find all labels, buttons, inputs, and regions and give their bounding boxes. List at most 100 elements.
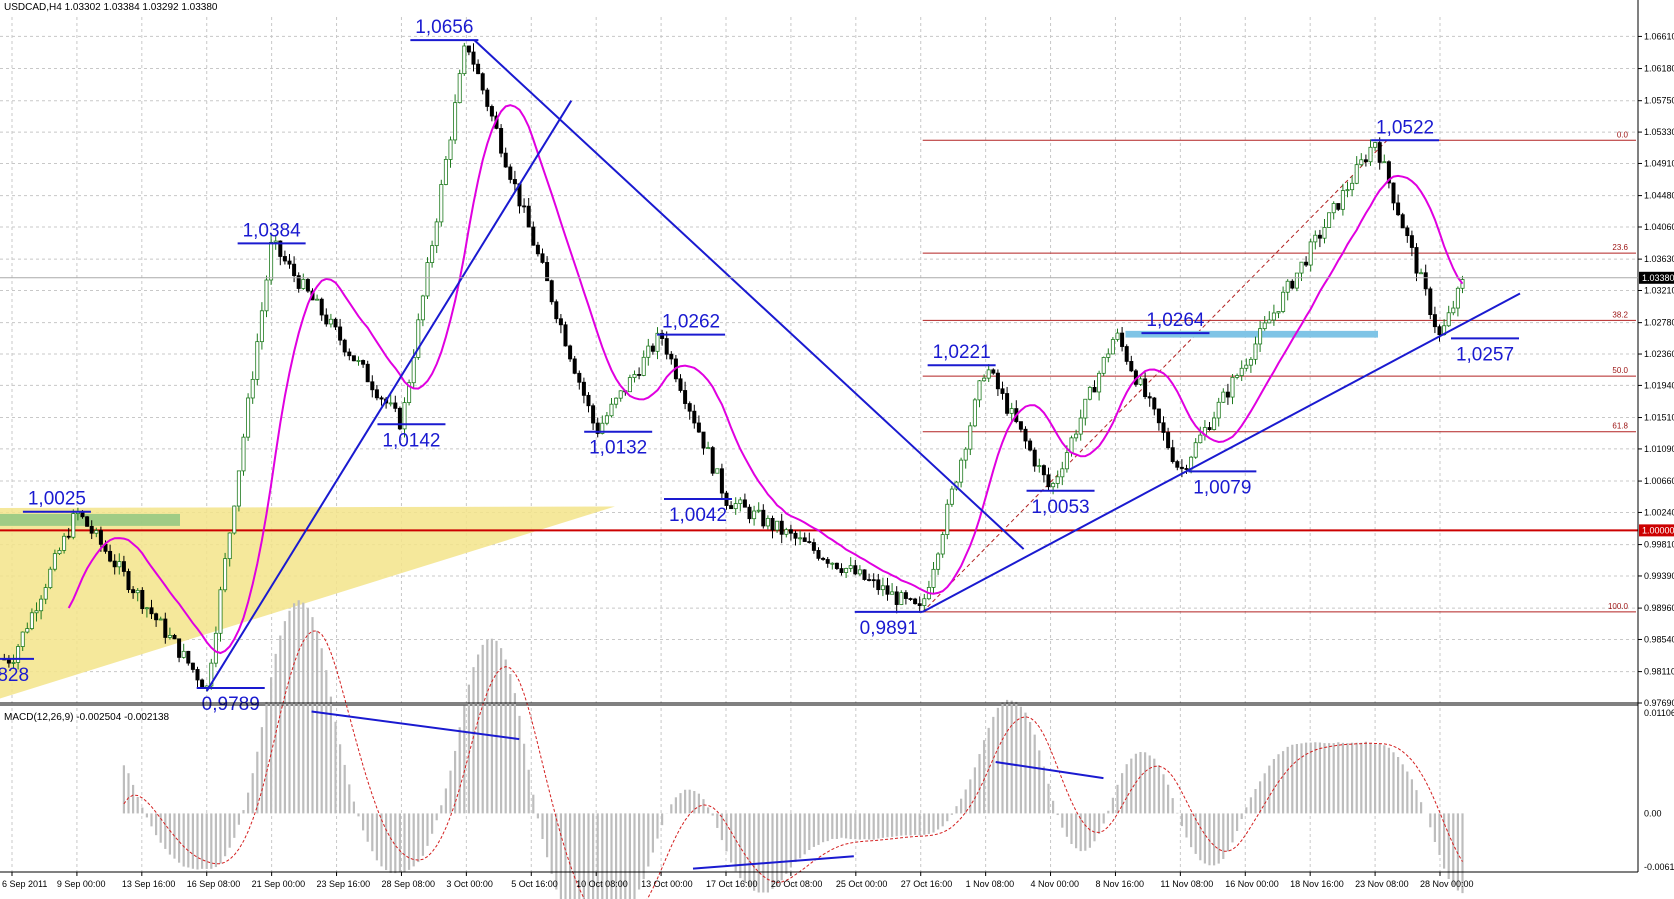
candle-body bbox=[719, 468, 724, 494]
candle-body bbox=[190, 662, 195, 670]
candle-body bbox=[301, 279, 306, 289]
price-tick-label: 1.04480 bbox=[1644, 191, 1674, 201]
candle-body bbox=[572, 358, 577, 374]
candle-body bbox=[1097, 372, 1102, 393]
candle-body bbox=[867, 579, 872, 581]
candle-body bbox=[347, 351, 352, 357]
time-tick-label: 16 Nov 00:00 bbox=[1225, 879, 1279, 889]
candle-body bbox=[379, 397, 384, 400]
candle-body bbox=[982, 377, 987, 382]
candle-body bbox=[1313, 234, 1318, 243]
candle-body bbox=[39, 598, 44, 612]
candle-body bbox=[1101, 357, 1106, 374]
candle-body bbox=[788, 529, 793, 534]
candle-body bbox=[241, 436, 246, 472]
candle-body bbox=[1244, 364, 1249, 369]
price-tick-label: 0.99810 bbox=[1644, 540, 1674, 550]
candle-body bbox=[991, 369, 996, 374]
annotation-label: 1,0262 bbox=[662, 312, 720, 333]
candle-body bbox=[407, 382, 412, 403]
candle-body bbox=[94, 530, 99, 534]
candle-body bbox=[857, 569, 862, 575]
candle-body bbox=[43, 587, 48, 600]
candle-body bbox=[756, 509, 761, 512]
annotation-label: 1,0656 bbox=[415, 17, 473, 38]
time-tick-label: 4 Nov 00:00 bbox=[1031, 879, 1080, 889]
candle-body bbox=[917, 603, 922, 606]
candle-body bbox=[1078, 417, 1083, 435]
candle-body bbox=[821, 557, 826, 560]
price-candles bbox=[2, 42, 1465, 692]
candle-body bbox=[1428, 288, 1433, 315]
price-tick-label: 1.02360 bbox=[1644, 349, 1674, 359]
candle-body bbox=[232, 505, 237, 534]
candle-body bbox=[1032, 449, 1037, 467]
candle-body bbox=[416, 319, 421, 358]
candle-body bbox=[1184, 468, 1189, 470]
candle-body bbox=[1212, 417, 1217, 430]
candle-body bbox=[365, 363, 370, 383]
candle-body bbox=[577, 372, 582, 383]
candle-body bbox=[1359, 159, 1364, 166]
moving-average bbox=[67, 104, 1464, 655]
candle-body bbox=[1060, 468, 1065, 478]
candle-body bbox=[908, 598, 913, 600]
candle-body bbox=[581, 381, 586, 396]
candle-body bbox=[1051, 483, 1056, 488]
candle-body bbox=[1115, 332, 1120, 340]
candle-body bbox=[660, 332, 665, 339]
candle-body bbox=[135, 589, 140, 594]
candle-body bbox=[1276, 311, 1281, 314]
candle-body bbox=[779, 520, 784, 535]
candle-body bbox=[34, 610, 39, 614]
candle-body bbox=[121, 561, 126, 572]
candle-body bbox=[144, 607, 149, 610]
candle-body bbox=[641, 356, 646, 376]
candle-body bbox=[752, 510, 757, 520]
candle-body bbox=[554, 301, 559, 320]
candle-body bbox=[1350, 182, 1355, 191]
candle-body bbox=[1294, 272, 1299, 289]
price-tick-label: 1.00240 bbox=[1644, 507, 1674, 517]
candle-body bbox=[411, 357, 416, 384]
time-tick-label: 1 Nov 08:00 bbox=[966, 879, 1015, 889]
candle-body bbox=[526, 205, 531, 228]
candle-body bbox=[1331, 203, 1336, 214]
candle-body bbox=[443, 159, 448, 185]
candle-body bbox=[1225, 391, 1230, 398]
time-tick-label: 9 Sep 00:00 bbox=[57, 879, 106, 889]
candle-body bbox=[1377, 142, 1382, 163]
candle-body bbox=[1414, 247, 1419, 274]
candle-body bbox=[784, 529, 789, 535]
candle-body bbox=[62, 535, 67, 551]
price-tick-label: 1.06610 bbox=[1644, 31, 1674, 41]
candle-body bbox=[448, 139, 453, 160]
candle-body bbox=[25, 628, 30, 633]
fib-label: 38.2 bbox=[1612, 310, 1628, 319]
candle-body bbox=[848, 565, 853, 569]
candle-body bbox=[89, 525, 94, 534]
annotation-label: 1,0142 bbox=[382, 430, 440, 451]
macd-divergence-line bbox=[692, 855, 854, 870]
candle-body bbox=[1304, 261, 1309, 266]
candle-body bbox=[1308, 241, 1313, 266]
candle-body bbox=[1386, 161, 1391, 184]
candle-body bbox=[1083, 398, 1088, 419]
candle-body bbox=[1396, 202, 1401, 216]
macd-panel bbox=[0, 600, 1638, 899]
candle-body bbox=[1221, 391, 1226, 403]
current-price-badge bbox=[1639, 271, 1674, 284]
candle-body bbox=[11, 662, 16, 664]
candle-body bbox=[1074, 433, 1079, 439]
candle-body bbox=[793, 532, 798, 539]
candle-body bbox=[466, 45, 471, 53]
candle-body bbox=[1143, 378, 1148, 398]
time-tick-label: 16 Sep 08:00 bbox=[187, 879, 241, 889]
candle-body bbox=[52, 553, 57, 570]
candle-body bbox=[278, 240, 283, 257]
candle-body bbox=[696, 422, 701, 433]
candle-body bbox=[1138, 378, 1143, 385]
candle-body bbox=[149, 607, 154, 615]
candle-body bbox=[535, 244, 540, 255]
